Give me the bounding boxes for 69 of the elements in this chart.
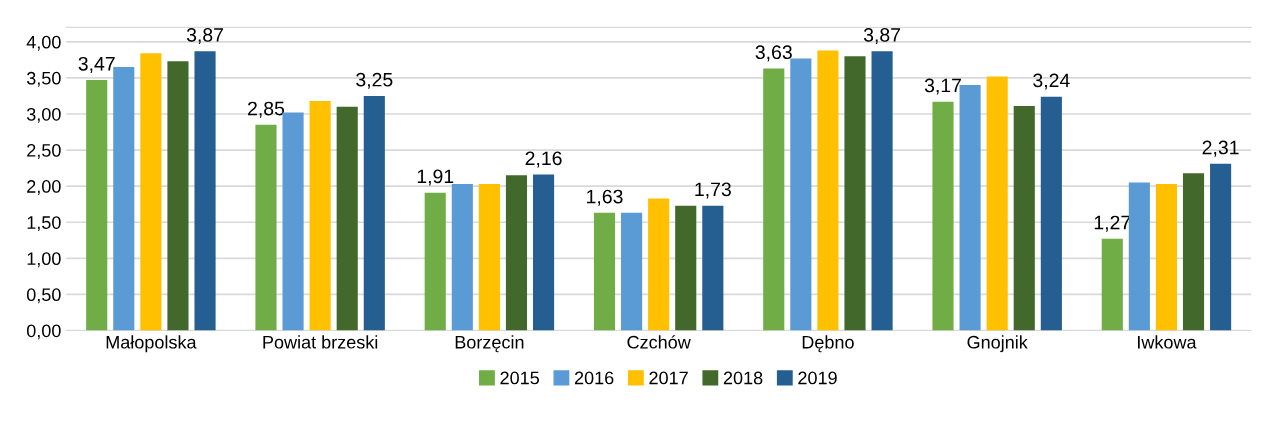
data-label: 1,27 xyxy=(1094,215,1131,232)
bar xyxy=(1155,183,1177,331)
x-tick-label: Czchów xyxy=(627,335,691,349)
bar xyxy=(1101,238,1123,331)
bar xyxy=(424,192,446,331)
bar xyxy=(959,85,981,331)
bar xyxy=(194,51,216,331)
bar xyxy=(790,58,812,331)
bar xyxy=(593,212,616,331)
legend-label: 2017 xyxy=(649,371,688,385)
y-tick-label: 3,50 xyxy=(26,71,61,87)
y-tick-label: 1,00 xyxy=(27,252,61,268)
bar xyxy=(932,101,954,331)
bar xyxy=(871,51,893,331)
x-tick-label: Małopolska xyxy=(106,335,197,353)
y-tick-label: 3,00 xyxy=(26,107,61,123)
bar xyxy=(336,106,358,331)
bar xyxy=(1210,163,1232,331)
data-label: 1,91 xyxy=(417,169,454,186)
data-label: 3,17 xyxy=(924,78,961,95)
legend-label: 2019 xyxy=(798,371,837,385)
data-label: 3,24 xyxy=(1033,73,1070,90)
y-tick-label: 1,50 xyxy=(27,216,61,232)
y-tick-label: 2,50 xyxy=(27,143,61,159)
bar xyxy=(844,56,866,331)
data-label: 3,47 xyxy=(78,56,115,73)
legend-label: 2016 xyxy=(574,371,614,385)
legend-label: 2015 xyxy=(500,371,539,385)
x-tick-label: Powiat brzeski xyxy=(263,335,378,349)
bar xyxy=(255,124,277,331)
data-label: 1,73 xyxy=(695,182,731,199)
bar xyxy=(1182,173,1205,331)
data-label: 2,31 xyxy=(1202,140,1239,157)
data-label: 1,63 xyxy=(587,189,623,206)
data-label: 3,25 xyxy=(356,72,393,89)
bar xyxy=(282,112,304,331)
bar xyxy=(505,175,528,331)
bar xyxy=(309,100,331,331)
y-tick-label: 2,00 xyxy=(27,180,61,195)
bar xyxy=(648,198,670,331)
bar xyxy=(621,212,643,331)
x-tick-label: Borzęcin xyxy=(455,335,524,353)
bar xyxy=(533,174,555,331)
data-label: 3,87 xyxy=(863,28,901,45)
x-tick-label: Gnojnik xyxy=(967,335,1028,353)
data-label: 3,87 xyxy=(186,28,223,45)
bar xyxy=(763,68,785,331)
legend-label: 2018 xyxy=(723,371,763,385)
bar xyxy=(1013,106,1035,331)
data-label: 2,85 xyxy=(248,101,285,118)
bar xyxy=(86,80,108,331)
x-tick-label: Iwkowa xyxy=(1138,335,1197,349)
bar xyxy=(113,67,135,331)
bar xyxy=(675,205,697,331)
bar xyxy=(478,183,500,331)
y-tick-label: 0,50 xyxy=(26,288,61,304)
data-label: 2,16 xyxy=(525,151,562,168)
y-tick-label: 0,00 xyxy=(26,324,61,340)
bar xyxy=(1128,182,1150,331)
bar xyxy=(363,95,385,331)
bar xyxy=(702,205,724,331)
y-tick-label: 4,00 xyxy=(26,35,61,51)
x-tick-label: Dębno xyxy=(802,335,854,353)
bar xyxy=(167,61,189,331)
bar xyxy=(817,50,839,331)
bar xyxy=(1040,96,1062,331)
data-label: 3,63 xyxy=(755,45,792,62)
bar xyxy=(986,76,1008,331)
bar xyxy=(140,53,162,331)
